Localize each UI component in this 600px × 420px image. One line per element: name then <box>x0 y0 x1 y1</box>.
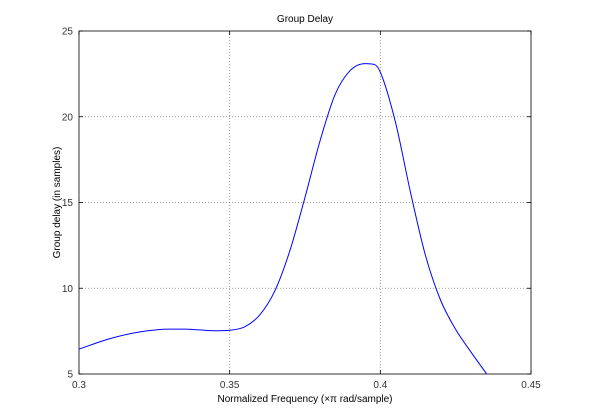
y-tick-labels: 5 10 15 20 25 <box>62 27 74 381</box>
y-tick-label: 25 <box>62 27 74 38</box>
x-tick-label: 0.3 <box>72 380 86 391</box>
grid-lines <box>79 31 531 374</box>
axis-ticks <box>78 30 532 375</box>
y-tick-label: 20 <box>62 112 74 123</box>
x-axis-label: Normalized Frequency (×π rad/sample) <box>217 394 392 405</box>
y-axis-label: Group delay (in samples) <box>52 147 63 259</box>
x-tick-label: 0.4 <box>373 380 387 391</box>
x-tick-labels: 0.3 0.35 0.4 0.45 <box>72 380 541 391</box>
chart-title: Group Delay <box>277 14 333 25</box>
x-tick-label: 0.45 <box>521 380 541 391</box>
y-tick-label: 5 <box>67 370 73 381</box>
group-delay-line <box>78 63 488 375</box>
y-tick-label: 15 <box>62 198 74 209</box>
y-tick-label: 10 <box>62 284 74 295</box>
x-tick-label: 0.35 <box>220 380 240 391</box>
